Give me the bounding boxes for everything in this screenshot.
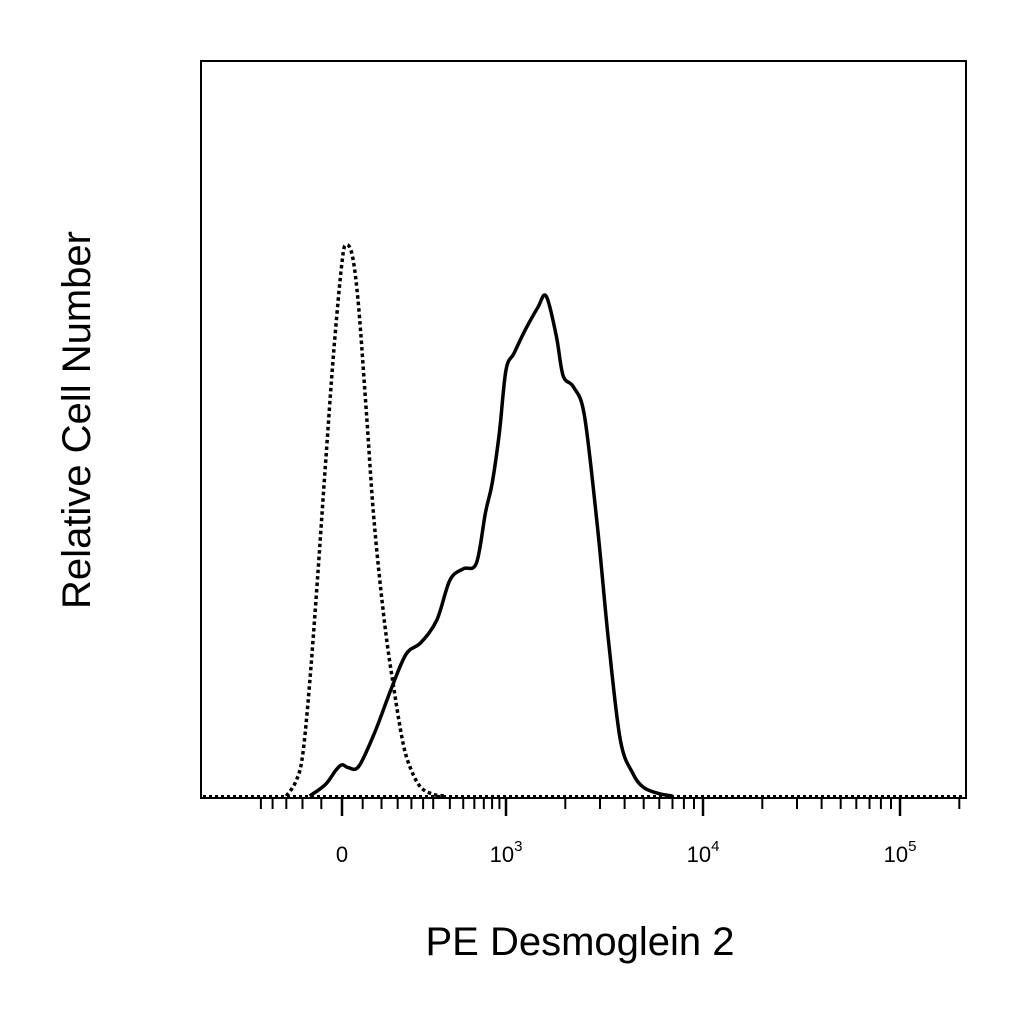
x-tick-labels: 0 103 104 105 [336, 838, 917, 867]
x-minor-ticks [259, 798, 961, 809]
x-tick-label: 0 [336, 842, 348, 867]
plot-frame [200, 60, 967, 799]
series-layer [203, 243, 964, 798]
x-major-ticks [340, 798, 902, 816]
x-tick-label: 103 [490, 838, 523, 867]
series-line-dotted [284, 243, 444, 798]
y-axis-label: Relative Cell Number [55, 231, 99, 609]
x-axis-label: PE Desmoglein 2 [425, 920, 734, 964]
series-line-solid [308, 293, 673, 798]
x-tick-label: 104 [687, 838, 720, 867]
x-tick-label: 105 [884, 838, 917, 867]
